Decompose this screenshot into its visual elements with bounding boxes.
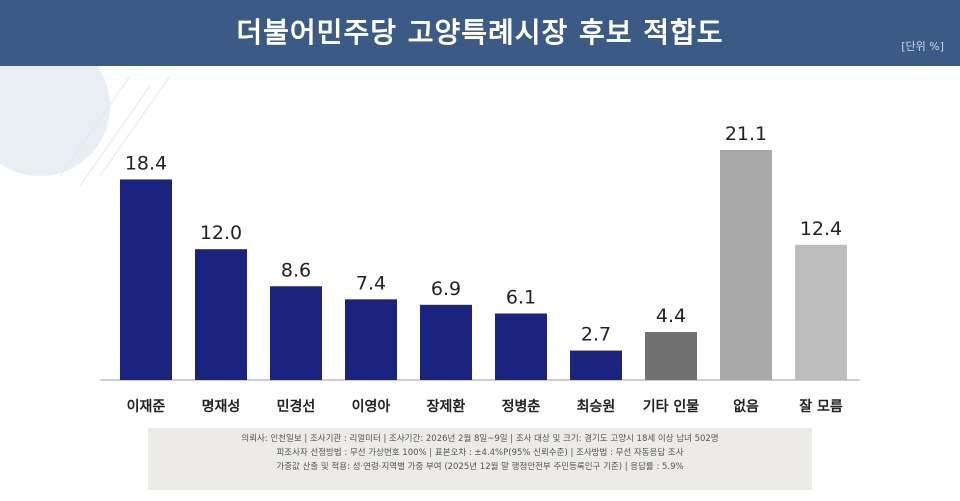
chart-title: 더불어민주당 고양특례시장 후보 적합도 (236, 16, 724, 49)
bar-chart: 18.4 이재준 12.0 명재성 8.6 민경선 7.4 이영아 6.9 장제환 6.1 정병춘 2.… (100, 123, 860, 415)
value-label-0: 18.4 (125, 152, 167, 174)
title-bar (0, 0, 960, 66)
bar-4 (420, 304, 472, 380)
category-label-7: 기타 인물 (643, 398, 700, 415)
bar-6 (570, 350, 622, 380)
value-label-8: 21.1 (725, 123, 767, 145)
value-label-1: 12.0 (200, 222, 242, 244)
bar-3 (345, 299, 397, 380)
bar-2 (270, 286, 322, 380)
bar-5 (495, 313, 547, 380)
bar-1 (195, 249, 247, 380)
value-label-4: 6.9 (431, 278, 461, 300)
category-label-0: 이재준 (127, 398, 166, 415)
value-label-5: 6.1 (506, 287, 536, 309)
category-label-4: 장제환 (427, 398, 466, 415)
category-label-1: 명재성 (202, 398, 241, 415)
footnote-line-1: 의뢰사: 인천일보 | 조사기관 : 리얼미터 | 조사기간: 2026년 2월… (241, 434, 719, 444)
bar-0 (120, 179, 172, 380)
category-label-9: 잘 모름 (799, 399, 843, 415)
background-decoration (0, 66, 171, 187)
unit-label: [단위 %] (901, 40, 944, 53)
category-label-6: 최승원 (577, 399, 616, 415)
footnote-line-3: 가중값 산출 및 적용: 성·연령·지역별 가중 부여 (2025년 12월 말… (276, 462, 684, 472)
value-label-2: 8.6 (281, 259, 311, 281)
bar-8 (720, 150, 772, 380)
category-label-5: 정병춘 (502, 398, 541, 415)
bar-9 (795, 244, 847, 380)
survey-footnote: 의뢰사: 인천일보 | 조사기관 : 리얼미터 | 조사기간: 2026년 2월… (148, 428, 812, 490)
value-label-3: 7.4 (356, 272, 386, 294)
category-label-8: 없음 (733, 399, 759, 415)
value-label-9: 12.4 (800, 218, 842, 240)
value-label-7: 4.4 (656, 305, 686, 327)
bar-7 (645, 332, 697, 380)
category-label-2: 민경선 (277, 398, 316, 415)
category-label-3: 이영아 (352, 398, 391, 415)
value-label-6: 2.7 (581, 324, 611, 346)
footnote-line-2: 피조사자 선정방법 : 무선 가상번호 100% | 표본오차 : ±4.4%P… (276, 448, 684, 458)
